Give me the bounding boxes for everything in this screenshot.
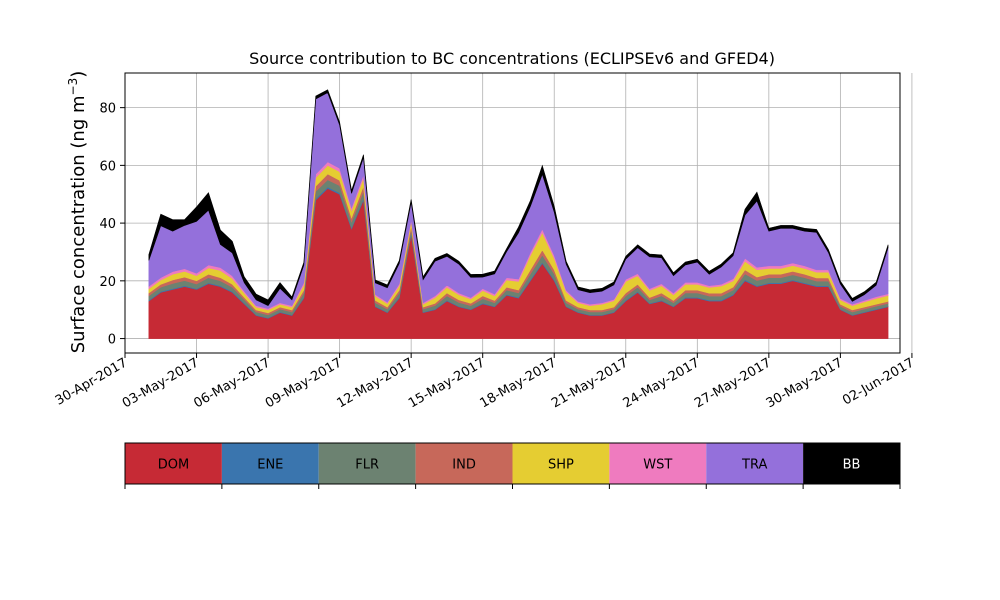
- legend-swatch-ind: [415, 443, 513, 484]
- x-tick-label: 06-May-2017: [191, 355, 273, 411]
- x-tick-label: 12-May-2017: [334, 355, 416, 411]
- legend-swatch-wst: [609, 443, 707, 484]
- y-axis-label-close: ): [68, 71, 89, 78]
- x-tick-label: 03-May-2017: [120, 355, 202, 411]
- x-tick-label: 30-May-2017: [764, 355, 846, 411]
- legend-label-shp: SHP: [548, 458, 574, 473]
- legend-swatch-flr: [318, 443, 416, 484]
- y-axis-label: Surface concentration (ng m−3): [66, 71, 89, 354]
- legend-label-dom: DOM: [158, 458, 189, 473]
- x-tick-label: 21-May-2017: [549, 355, 631, 411]
- plot-frame: [124, 72, 901, 354]
- y-axis-label-main: Surface concentration (ng m: [68, 95, 89, 353]
- legend-swatch-dom: [125, 443, 222, 484]
- legend-label-ind: IND: [452, 458, 476, 473]
- legend-swatch-ene: [221, 443, 319, 484]
- x-tick-label: 24-May-2017: [621, 355, 703, 411]
- chart-title: Source contribution to BC concentrations…: [249, 49, 775, 68]
- legend-swatch-tra: [706, 443, 804, 484]
- area-bb: [148, 89, 889, 307]
- x-tick-label: 27-May-2017: [692, 355, 774, 411]
- y-tick-label: 20: [99, 275, 116, 290]
- y-axis-label-superscript: −3: [66, 78, 80, 96]
- stacked-areas: [148, 89, 889, 339]
- legend-label-wst: WST: [643, 458, 672, 473]
- x-tick-label: 18-May-2017: [478, 355, 560, 411]
- legend-swatch-bb: [803, 443, 900, 484]
- legend-colorbar: DOM ENE FLR IND SHP WST TRA BB: [124, 442, 901, 489]
- y-tick-label: 80: [99, 102, 116, 117]
- x-tick-label: 15-May-2017: [406, 355, 488, 411]
- y-tick-label: 60: [99, 159, 116, 174]
- legend-swatch-shp: [512, 443, 610, 484]
- legend-label-ene: ENE: [257, 458, 283, 473]
- x-tick-label: 30-Apr-2017: [53, 355, 130, 408]
- x-tick-label: 09-May-2017: [263, 355, 345, 411]
- x-tick-label: 02-Jun-2017: [840, 355, 917, 408]
- y-tick-label: 0: [108, 333, 116, 348]
- legend-label-flr: FLR: [355, 458, 379, 473]
- y-tick-label: 40: [99, 217, 116, 232]
- legend-label-bb: BB: [843, 458, 861, 473]
- legend-label-tra: TRA: [741, 458, 767, 473]
